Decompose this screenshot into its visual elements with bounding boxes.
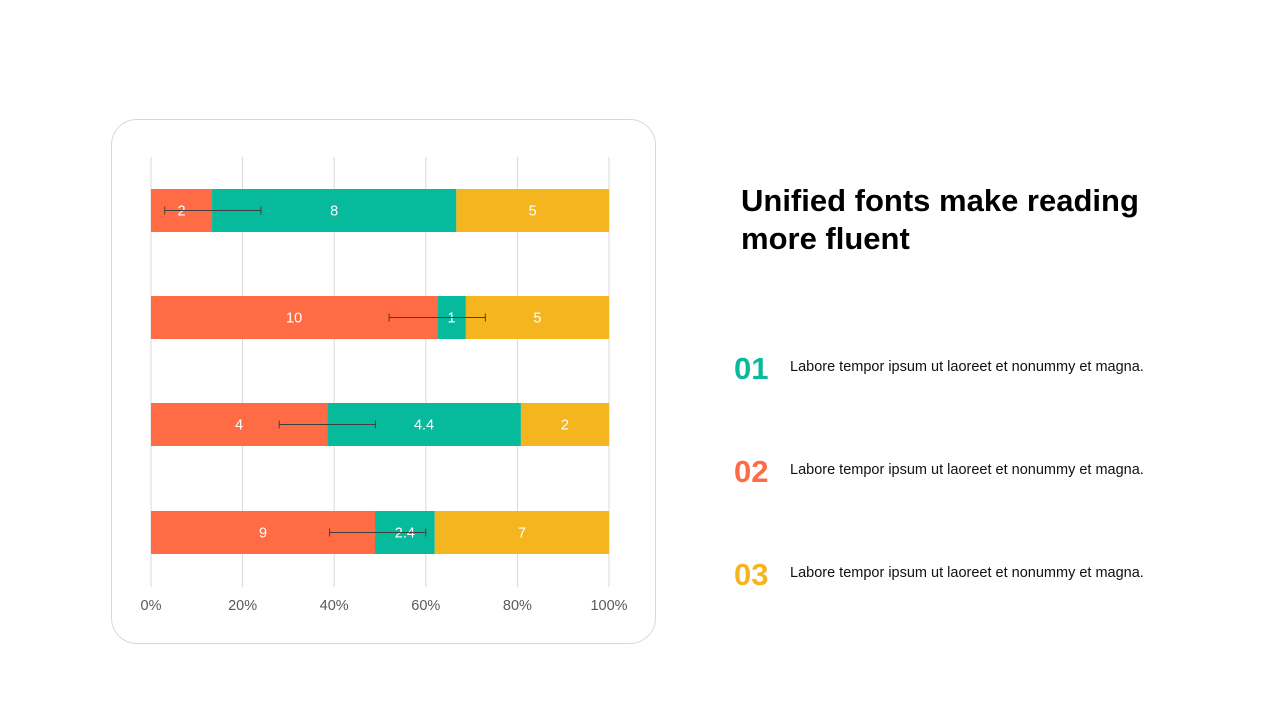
chart-card: 0% 20% 40% 60% 80% 100% 2 8 5 10 1 5 4 4.4 2 9 2.4 7 <box>111 119 656 644</box>
x-tick-label: 100% <box>590 598 627 614</box>
item-text: Labore tempor ipsum ut laoreet et nonumm… <box>790 462 1144 478</box>
data-label: 2 <box>561 418 569 434</box>
item-number: 03 <box>734 557 769 592</box>
item-number: 02 <box>734 454 769 489</box>
stacked-bar-chart: 0% 20% 40% 60% 80% 100%2 8 510 1 54 4.4 29 2.4 7 <box>141 157 628 614</box>
data-label: 10 <box>286 311 302 327</box>
slide-title: Unified fonts make reading more fluent <box>741 183 1139 256</box>
data-label: 5 <box>529 204 537 220</box>
data-label: 7 <box>518 526 526 542</box>
bar-segment <box>465 296 609 339</box>
x-tick-label: 0% <box>141 598 162 614</box>
item-text: Labore tempor ipsum ut laoreet et nonumm… <box>790 359 1144 375</box>
x-tick-label: 80% <box>503 598 532 614</box>
data-label: 2 <box>177 204 185 220</box>
data-label: 5 <box>533 311 541 327</box>
data-label: 4 <box>235 418 243 434</box>
bar-segment <box>520 403 609 446</box>
data-label: 8 <box>330 204 338 220</box>
bar-segment <box>434 511 609 554</box>
data-label: 2.4 <box>395 526 415 542</box>
data-label: 4.4 <box>414 418 434 434</box>
x-tick-label: 20% <box>228 598 257 614</box>
data-label: 9 <box>259 526 267 542</box>
bar-segment <box>456 189 609 232</box>
x-tick-label: 40% <box>320 598 349 614</box>
x-tick-label: 60% <box>411 598 440 614</box>
data-label: 1 <box>448 311 456 327</box>
item-number: 01 <box>734 351 769 386</box>
item-text: Labore tempor ipsum ut laoreet et nonumm… <box>790 565 1144 581</box>
